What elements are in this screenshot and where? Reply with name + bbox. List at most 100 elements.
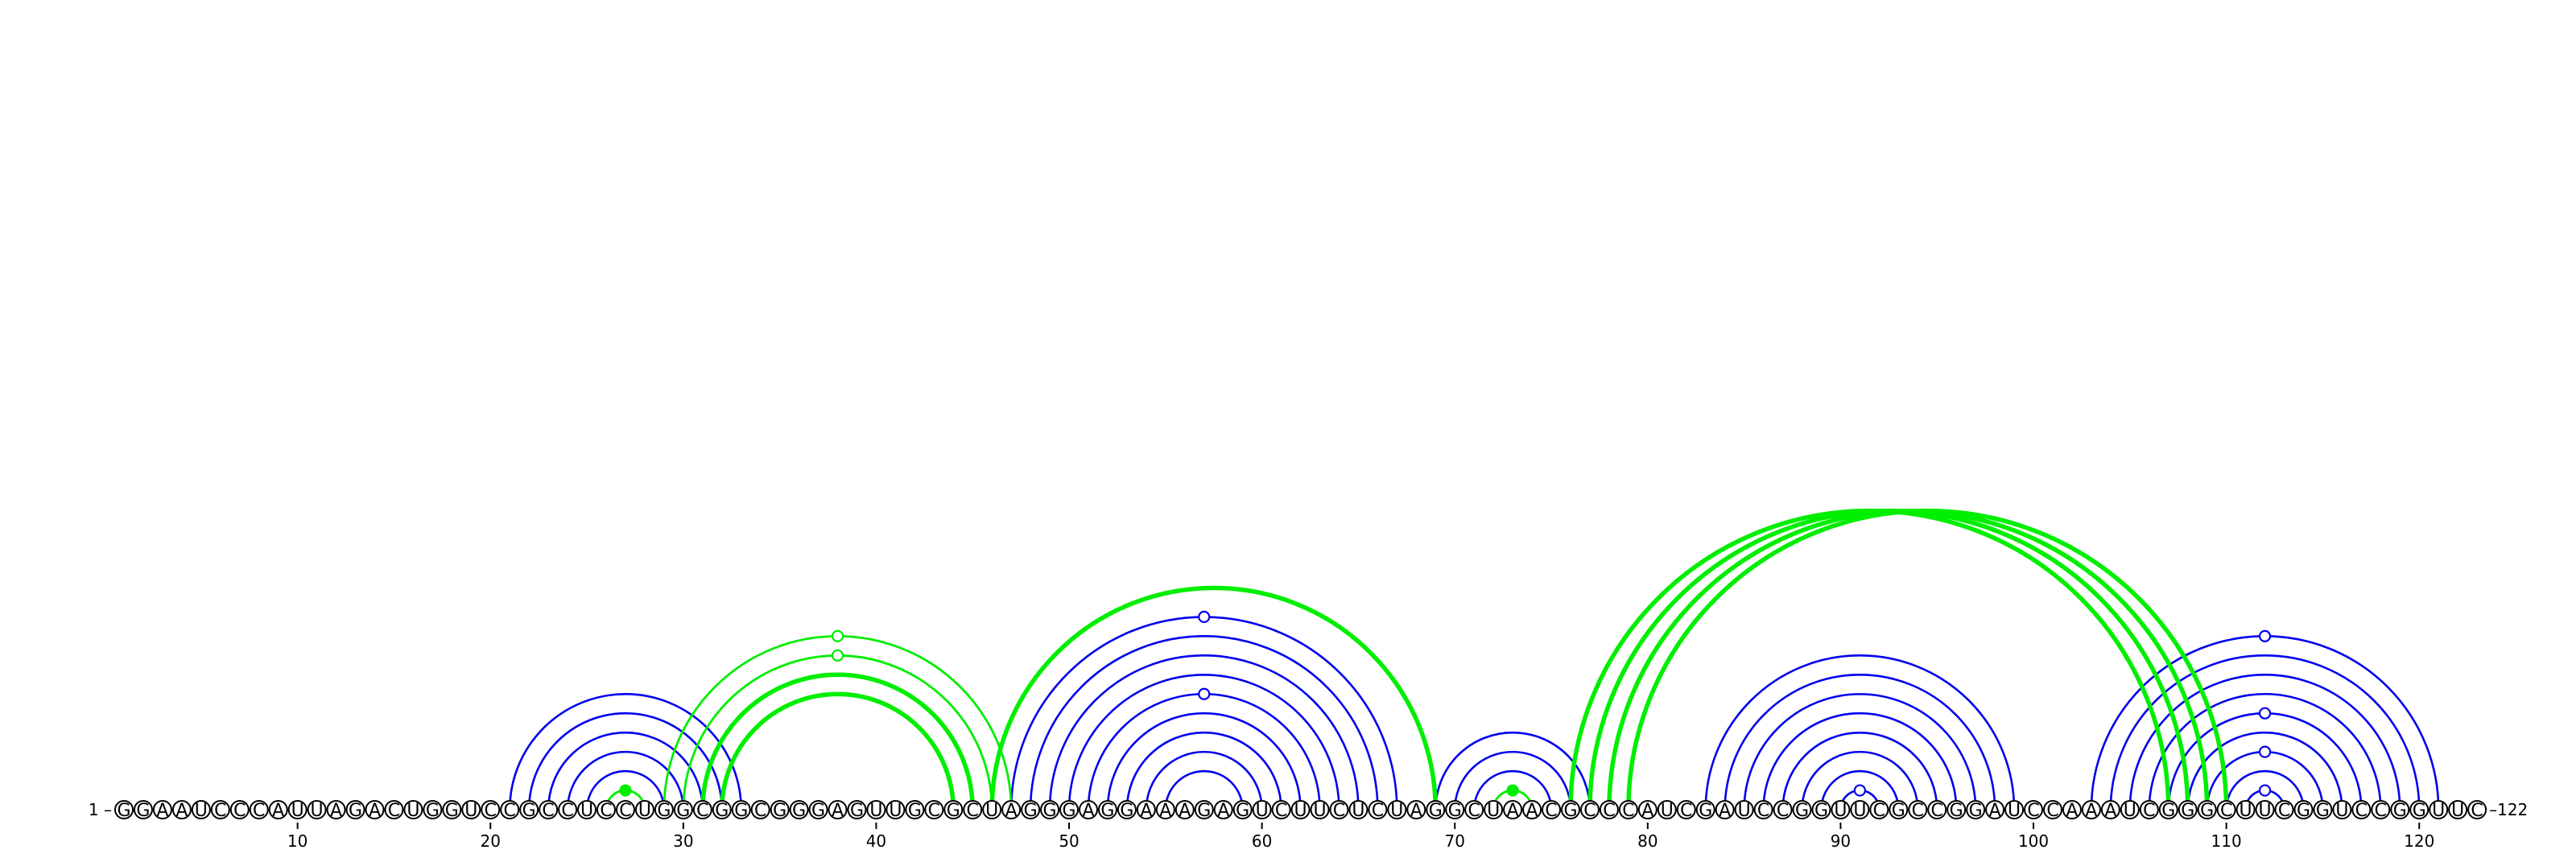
nucleotide-letter: C [1912, 801, 1924, 821]
nucleotide-letter: U [985, 801, 998, 821]
nucleotide-letter: C [1333, 801, 1345, 821]
nucleotide-circle [1232, 800, 1253, 819]
nucleotide-letter: U [1487, 801, 1500, 821]
nucleotide: G [2197, 800, 2217, 821]
base-pair-arc [1743, 692, 1977, 811]
nucleotide-letter: A [832, 801, 844, 821]
nucleotide-letter: G [2181, 801, 2194, 821]
nucleotide: C [2371, 800, 2391, 821]
nucleotide-circle [2043, 800, 2062, 819]
nucleotide-letter: G [349, 801, 362, 821]
nucleotide-circle [1117, 800, 1137, 819]
nucleotide: C [558, 800, 578, 821]
nucleotide: G [1117, 800, 1137, 821]
nucleotide-letter: G [773, 801, 786, 821]
base-pair-arc [989, 585, 1439, 811]
nucleotide-circle [2274, 800, 2294, 819]
nucleotide-letter: G [734, 801, 748, 821]
nucleotide: G [1426, 800, 1446, 821]
nucleotide-circle [770, 800, 790, 819]
nucleotide-letter: A [1641, 801, 1653, 821]
nucleotide-letter: A [1159, 801, 1171, 821]
nucleotide-letter: G [2297, 801, 2310, 821]
nucleotide-circle [1348, 800, 1368, 819]
nucleotide: U [1348, 800, 1368, 821]
nucleotide-circle [847, 800, 867, 819]
nucleotide-letter: C [561, 801, 573, 821]
nucleotide-letter: U [580, 801, 593, 821]
nucleotide-circle [2062, 800, 2082, 819]
nucleotide: U [307, 800, 327, 821]
nucleotide: A [152, 800, 172, 821]
nucleotide: U [634, 800, 654, 821]
nucleotide-letter: U [2432, 801, 2445, 821]
base-pair-arc [1048, 654, 1360, 811]
nucleotide-circle [1773, 800, 1793, 819]
nucleotide-circle [1213, 800, 1233, 819]
nucleotide-letter: U [2008, 801, 2021, 821]
nucleotide: U [2120, 800, 2140, 821]
nucleotide-letter: U [311, 801, 324, 821]
nucleotide: U [1310, 800, 1330, 821]
nucleotide-letter: G [426, 801, 440, 821]
nucleotide-circle [924, 800, 944, 819]
nucleotide: A [1406, 800, 1426, 821]
nucleotide-circle [1908, 800, 1928, 819]
nucleotide-letter: U [1834, 801, 1847, 821]
nucleotide-letter: C [1545, 801, 1557, 821]
base-pair-arc [1453, 750, 1572, 811]
nucleotide: G [770, 800, 790, 821]
nucleotide: G [1889, 800, 1909, 821]
nucleotide: A [2100, 800, 2120, 821]
nucleotide-circle [1753, 800, 1773, 819]
nucleotide-circle [1310, 800, 1330, 819]
nucleotide-circle [1040, 800, 1060, 819]
nucleotide-letter: A [2066, 801, 2078, 821]
nucleotide-letter: C [253, 801, 265, 821]
nucleotide: U [1734, 800, 1754, 821]
nucleotide: U [287, 800, 308, 821]
nucleotide: C [1869, 800, 1889, 821]
nucleotide: C [750, 800, 770, 821]
axis-tick-label: 120 [2404, 831, 2434, 851]
nucleotide: G [731, 800, 751, 821]
nucleotide: G [1097, 800, 1117, 821]
position-axis: 10 20 30 40 50 60 70 80 90 100 110 120 [287, 823, 2434, 851]
nucleotide-circle [1329, 800, 1349, 819]
nucleotide-letter: C [754, 801, 766, 821]
nucleotide-circle [2448, 800, 2468, 819]
nucleotide-circle [1927, 800, 1947, 819]
nucleotide: G [2158, 800, 2178, 821]
nucleotide-circle [1792, 800, 1812, 819]
arc-marker [2258, 629, 2272, 642]
nucleotide-letter: C [2355, 801, 2368, 821]
nucleotide: G [1695, 800, 1715, 821]
nucleotide: A [365, 800, 385, 821]
nucleotide-circle [1889, 800, 1909, 819]
nucleotide: U [2004, 800, 2025, 821]
nucleotide: A [326, 800, 346, 821]
nucleotide-letter: C [1873, 801, 1885, 821]
nucleotide-letter: A [330, 801, 342, 821]
nucleotide: G [114, 800, 134, 821]
nucleotide-circle [539, 800, 559, 819]
nucleotide-letter: A [1140, 801, 1152, 821]
nucleotide-letter: G [1043, 801, 1057, 821]
nucleotide-circle [326, 800, 346, 819]
nucleotide-letter: G [908, 801, 922, 821]
axis-tick-label: 100 [2018, 831, 2049, 851]
nucleotide-letter: C [2143, 801, 2155, 821]
nucleotide: U [577, 800, 597, 821]
nucleotide-letter: G [1120, 801, 1133, 821]
nucleotide-circle [384, 800, 404, 819]
nucleotide-circle [2351, 800, 2372, 819]
nucleotide-letter: U [2240, 801, 2252, 821]
base-pair-arc [1125, 731, 1282, 811]
nucleotide-circle [1136, 800, 1156, 819]
nucleotide: A [268, 800, 288, 821]
nucleotide: G [423, 800, 443, 821]
base-pair-arc [682, 654, 993, 811]
nucleotide-circle [307, 800, 327, 819]
nucleotide: C [2274, 800, 2294, 821]
nucleotide: U [2429, 800, 2449, 821]
